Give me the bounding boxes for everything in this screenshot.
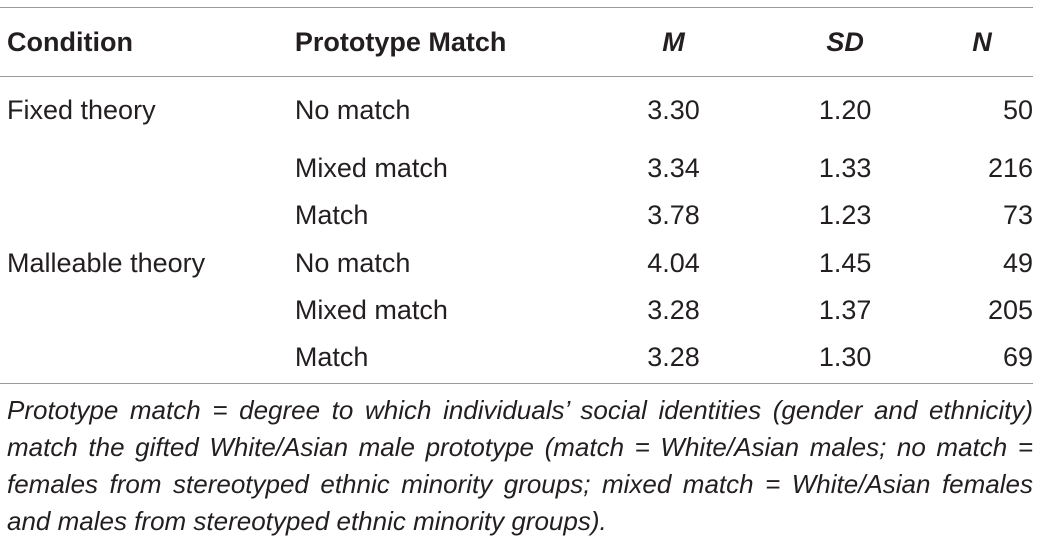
cell-prototype-match: Match	[294, 342, 369, 373]
cell-mean: 3.28	[647, 342, 700, 373]
header-mean: M	[662, 26, 685, 57]
cell-condition	[0, 145, 295, 192]
cell-sd: 1.23	[818, 200, 872, 231]
cell-n: 205	[987, 295, 1033, 326]
header-prototype-match: Prototype Match	[294, 26, 507, 57]
table-header: Condition Prototype Match M SD N	[0, 8, 1033, 76]
cell-prototype-match: Mixed match	[294, 153, 448, 184]
cell-n: 50	[1002, 95, 1033, 125]
header-sd: SD	[826, 26, 864, 57]
table-row: Mixed match 3.34 1.33 216	[0, 145, 1033, 192]
table-bottom-rule	[0, 383, 1033, 384]
cell-sd: 1.37	[818, 295, 872, 326]
cell-sd: 1.30	[818, 342, 872, 373]
cell-condition: Fixed theory	[7, 95, 156, 125]
table-row: Match 3.28 1.30 69	[0, 334, 1033, 381]
header-row: Condition Prototype Match M SD N	[0, 8, 1033, 76]
cell-mean: 4.04	[647, 247, 700, 278]
cell-prototype-match: Match	[294, 200, 369, 231]
table-body: Fixed theory No match 3.30 1.20 50 Mixed…	[0, 76, 1033, 381]
cell-n: 49	[1002, 247, 1033, 278]
table-row: Fixed theory No match 3.30 1.20 50	[0, 76, 1033, 145]
header-n: N	[972, 26, 992, 57]
cell-prototype-match: Mixed match	[294, 295, 448, 326]
table-footnote: Prototype match = degree to which indivi…	[7, 395, 1033, 536]
cell-condition	[0, 334, 295, 381]
cell-condition	[0, 192, 295, 239]
cell-mean: 3.34	[647, 153, 700, 184]
table-top-rule	[0, 7, 1033, 8]
cell-n: 73	[1002, 200, 1033, 231]
cell-sd: 1.45	[818, 247, 872, 278]
cell-mean: 3.78	[647, 200, 700, 231]
cell-mean: 3.30	[647, 95, 700, 125]
cell-n: 69	[1002, 342, 1033, 373]
table-row: Mixed match 3.28 1.37 205	[0, 287, 1033, 334]
cell-prototype-match: No match	[294, 247, 411, 278]
cell-n: 216	[987, 153, 1033, 184]
cell-prototype-match: No match	[294, 95, 411, 125]
cell-sd: 1.33	[818, 153, 872, 184]
cell-sd: 1.20	[818, 95, 872, 125]
table-header-rule	[0, 76, 1033, 77]
cell-condition	[0, 287, 295, 334]
cell-mean: 3.28	[647, 295, 700, 326]
table-row: Match 3.78 1.23 73	[0, 192, 1033, 239]
cell-condition: Malleable theory	[7, 247, 206, 278]
table-row: Malleable theory No match 4.04 1.45 49	[0, 240, 1033, 287]
results-table: Condition Prototype Match M SD N Fixed t…	[0, 8, 1033, 381]
header-condition: Condition	[7, 26, 133, 57]
